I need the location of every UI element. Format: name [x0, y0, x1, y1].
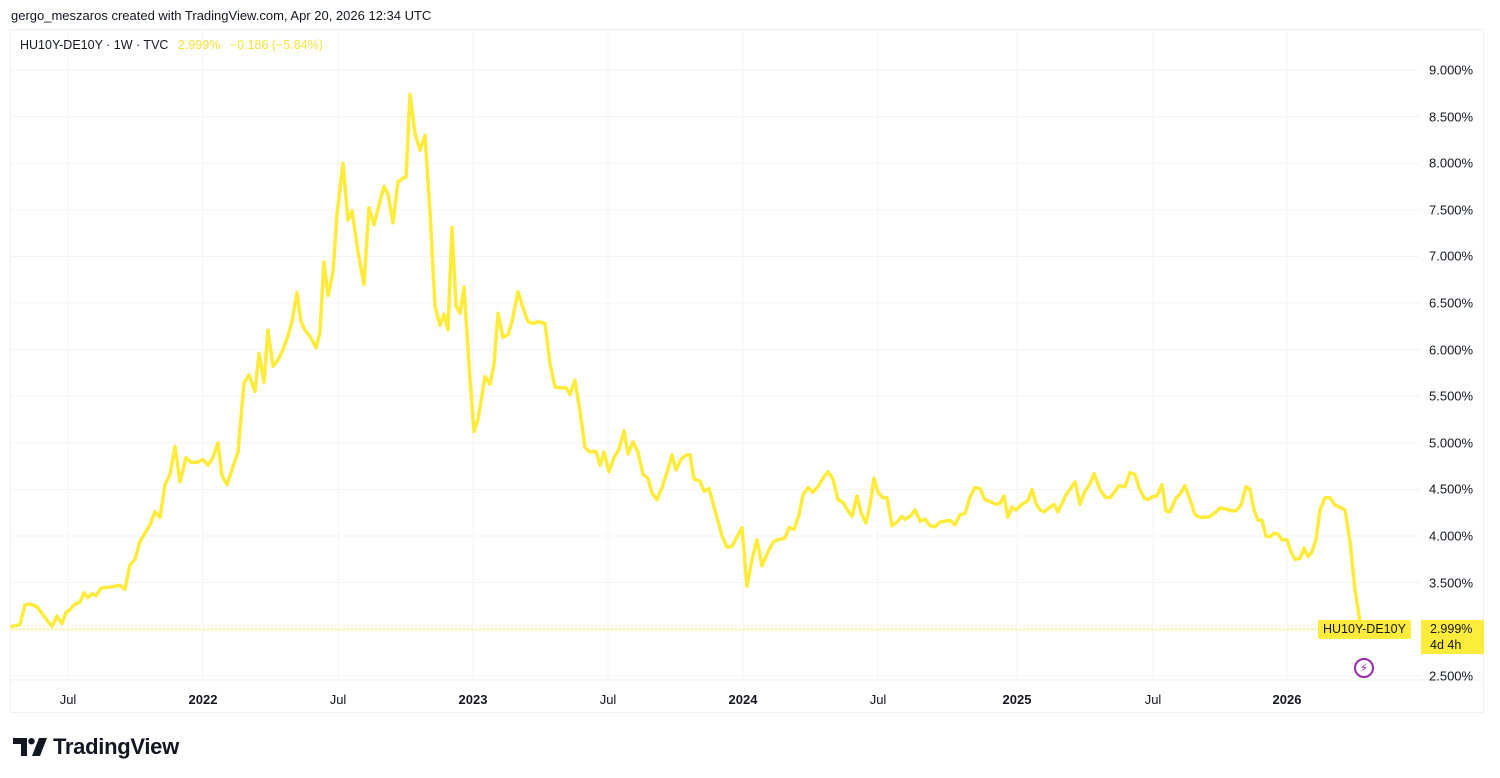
series-name-label: HU10Y-DE10Y	[1318, 620, 1411, 639]
price-axis-tick: 6.500%	[1429, 295, 1474, 311]
price-axis-tick: 7.500%	[1429, 202, 1474, 218]
time-axis-tick: 2025	[1002, 692, 1032, 707]
chart-frame	[10, 29, 1484, 713]
price-axis-tick: 5.000%	[1429, 435, 1474, 451]
tradingview-logo: TradingView	[13, 734, 179, 760]
tradingview-logo-text: TradingView	[53, 734, 179, 759]
price-axis-tick: 4.000%	[1429, 528, 1474, 544]
legend-symbol: HU10Y-DE10Y · 1W · TVC	[20, 38, 169, 52]
chart-grid	[11, 30, 1483, 681]
tradingview-logo-icon	[13, 738, 47, 756]
time-axis-tick: 2023	[458, 692, 488, 707]
price-axis-tick: 8.000%	[1429, 155, 1474, 171]
time-axis-tick: Jul	[59, 692, 77, 707]
time-axis-tick: 2022	[188, 692, 218, 707]
bar-countdown: 4d 4h	[1430, 638, 1462, 652]
time-axis-tick: Jul	[1144, 692, 1162, 707]
price-axis-tick: 8.500%	[1429, 109, 1474, 125]
price-axis-tick: 6.000%	[1429, 342, 1474, 358]
price-axis-tick: 3.500%	[1429, 575, 1474, 591]
price-axis-tick: 9.000%	[1429, 62, 1474, 78]
price-axis-tick: 2.500%	[1429, 668, 1474, 684]
price-axis-tick: 7.000%	[1429, 248, 1474, 264]
time-axis-tick: Jul	[329, 692, 347, 707]
price-axis-tick: 4.500%	[1429, 481, 1474, 497]
lightning-event-icon[interactable]: ⚡	[1354, 658, 1374, 678]
legend-change: −0.186 (−5.84%)	[229, 38, 323, 52]
time-axis-tick: 2024	[728, 692, 758, 707]
time-axis-tick: 2026	[1272, 692, 1302, 707]
last-price-label: 2.999% 4d 4h	[1421, 620, 1484, 654]
legend-last-value: 2.999%	[177, 38, 221, 52]
last-price-value: 2.999%	[1430, 622, 1473, 636]
chart-legend: HU10Y-DE10Y · 1W · TVC 2.999% −0.186 (−5…	[20, 38, 323, 52]
price-axis-tick: 5.500%	[1429, 388, 1474, 404]
series-line	[10, 92, 1366, 632]
time-axis-tick: Jul	[869, 692, 887, 707]
time-axis-tick: Jul	[599, 692, 617, 707]
chart-attribution: gergo_meszaros created with TradingView.…	[11, 8, 432, 23]
